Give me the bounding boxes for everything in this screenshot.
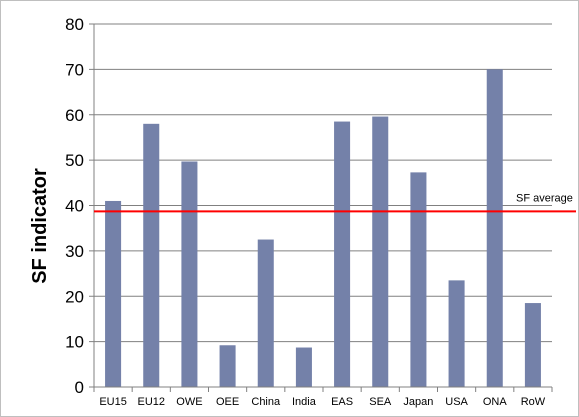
bars <box>105 69 541 388</box>
y-tick-label: 80 <box>65 15 84 34</box>
bar-oee <box>219 345 236 387</box>
bar-usa <box>448 280 465 387</box>
bar-eu15 <box>105 200 122 387</box>
x-tick-label: China <box>251 396 281 408</box>
gridlines <box>94 23 552 343</box>
y-tick-label: 0 <box>75 378 84 397</box>
bar-sea <box>372 116 389 387</box>
y-tick-label: 20 <box>65 287 84 306</box>
y-axis-title: SF indicator <box>29 168 51 284</box>
bar-india <box>295 347 312 387</box>
x-tick-label: ONA <box>483 396 508 408</box>
x-tick-label: OWE <box>176 396 202 408</box>
y-tick-label: 30 <box>65 242 84 261</box>
x-tick-label: SEA <box>369 396 392 408</box>
bar-row <box>524 303 541 387</box>
x-axis <box>93 386 553 392</box>
bar-japan <box>410 172 427 387</box>
sf-average-label: SF average <box>516 192 573 204</box>
x-tick-label: RoW <box>521 396 546 408</box>
y-tick-label: 60 <box>65 106 84 125</box>
x-tick-label: OEE <box>216 396 239 408</box>
bar-owe <box>181 161 198 387</box>
y-tick-label: 70 <box>65 60 84 79</box>
x-tick-label: EAS <box>331 396 353 408</box>
x-tick-label: India <box>292 396 317 408</box>
bar-eas <box>334 121 351 388</box>
bar-ona <box>486 69 503 387</box>
y-axis-ticks: 0 10 20 30 40 50 60 70 80 <box>65 15 95 397</box>
x-tick-label: EU15 <box>99 396 127 408</box>
bar-eu12 <box>143 123 160 387</box>
x-tick-label: Japan <box>403 396 433 408</box>
x-tick-label: USA <box>445 396 468 408</box>
y-tick-label: 10 <box>65 333 84 352</box>
x-axis-labels: EU15 EU12 OWE OEE China India EAS SEA Japan USA ON… <box>99 396 545 408</box>
bar-china <box>257 239 274 387</box>
y-tick-label: 40 <box>65 197 84 216</box>
sf-average-line-group: SF average <box>94 192 576 213</box>
x-tick-label: EU12 <box>137 396 165 408</box>
y-tick-label: 50 <box>65 151 84 170</box>
